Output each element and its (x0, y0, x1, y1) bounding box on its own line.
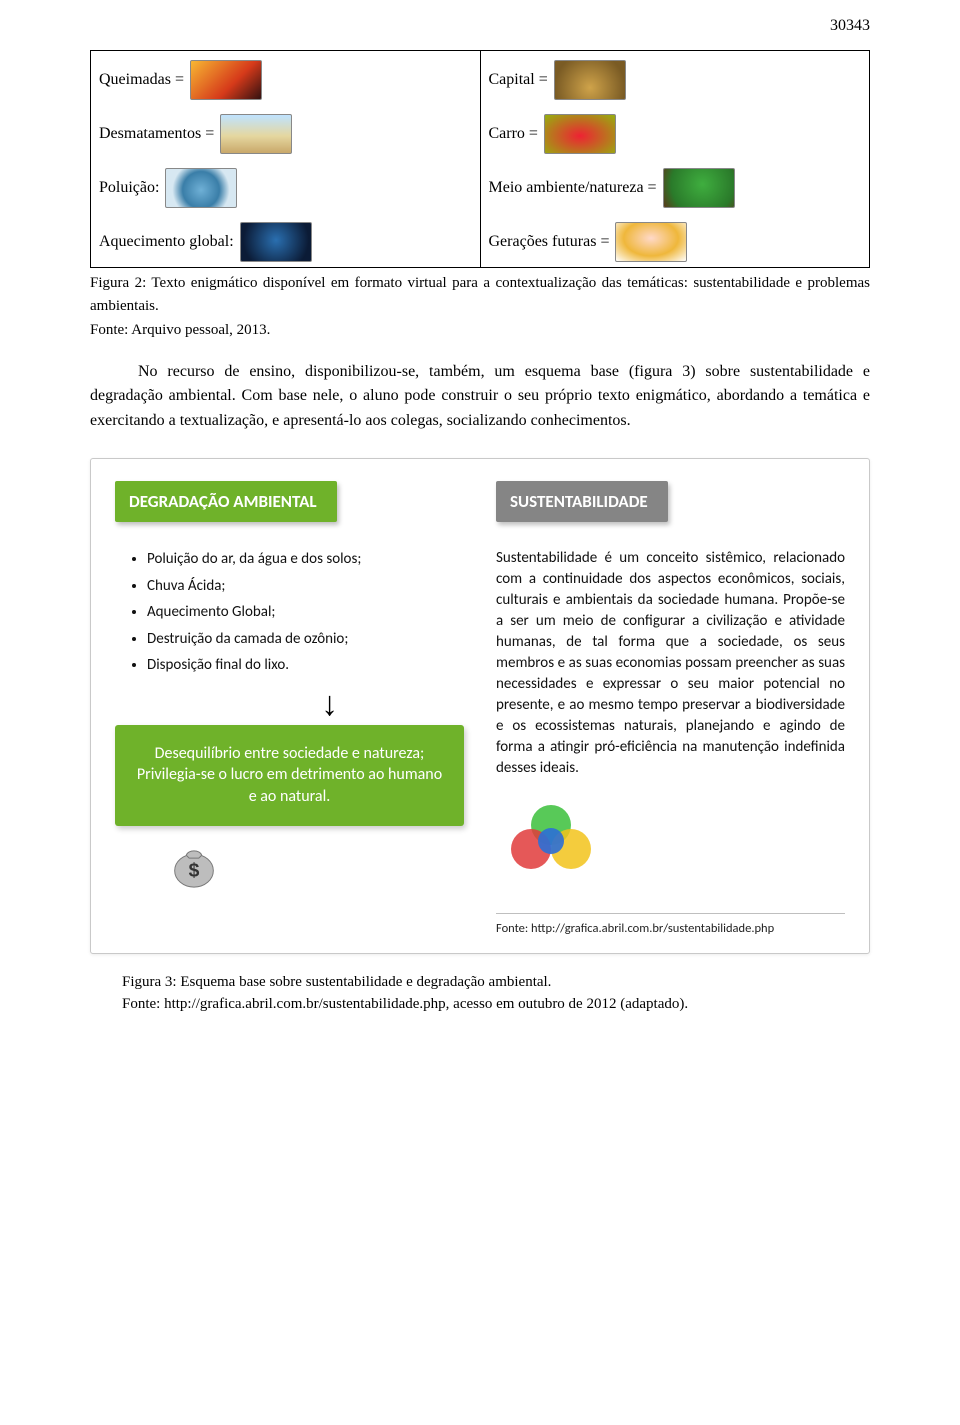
icon-table-thumb (663, 168, 735, 208)
icon-table-thumb (544, 114, 616, 154)
diagram-bullet: Chuva Ácida; (147, 575, 464, 598)
diagram-inner-source: Fonte: http://grafica.abril.com.br/suste… (496, 913, 845, 939)
icon-table-left-cell: Queimadas = Desmatamentos = Poluição: Aquec… (91, 51, 481, 268)
diagram-right-header: SUSTENTABILIDADE (496, 481, 668, 523)
diagram-left: DEGRADAÇÃO AMBIENTAL Poluição do ar, da … (115, 481, 464, 898)
icon-table-row: Desmatamentos = (91, 105, 480, 159)
page-root: 30343 Queimadas = Desmatamentos = Poluição… (0, 0, 960, 1056)
icon-table-row: Aquecimento global: (91, 213, 480, 267)
body-paragraph: No recurso de ensino, disponibilizou-se,… (90, 360, 870, 434)
petal-diagram-icon (496, 797, 606, 887)
diagram-left-box: Desequilíbrio entre sociedade e natureza… (115, 725, 464, 826)
icon-table-row: Meio ambiente/natureza = (481, 159, 870, 213)
figure3-caption-text: Figura 3: Esquema base sobre sustentabil… (122, 974, 551, 990)
icon-table-thumb (165, 168, 237, 208)
diagram-left-bullets: Poluição do ar, da água e dos solos; Chuv… (147, 548, 464, 677)
diagram-bullet: Poluição do ar, da água e dos solos; (147, 548, 464, 571)
money-bag-icon: $ (165, 832, 223, 890)
icon-table-label: Desmatamentos = (99, 122, 214, 146)
icon-table-row: Capital = (481, 51, 870, 105)
icon-table-row: Carro = (481, 105, 870, 159)
icon-table-label: Queimadas = (99, 68, 184, 92)
diagram-right: SUSTENTABILIDADE Sustentabilidade é um c… (496, 481, 845, 939)
icon-table-label: Meio ambiente/natureza = (489, 176, 657, 200)
diagram: DEGRADAÇÃO AMBIENTAL Poluição do ar, da … (90, 458, 870, 954)
diagram-bullet: Destruição da camada de ozônio; (147, 628, 464, 651)
svg-text:$: $ (189, 860, 200, 881)
icon-table-thumb (220, 114, 292, 154)
icon-table-label: Gerações futuras = (489, 230, 610, 254)
arrow-down-icon: ↓ (195, 687, 464, 721)
diagram-bullet: Aquecimento Global; (147, 601, 464, 624)
icon-table-label: Poluição: (99, 176, 159, 200)
icon-table-row: Poluição: (91, 159, 480, 213)
icon-table-right-cell: Capital = Carro = Meio ambiente/natureza =… (480, 51, 870, 268)
icon-table-row: Queimadas = (91, 51, 480, 105)
figure2-source: Fonte: Arquivo pessoal, 2013. (90, 319, 870, 342)
icon-table-label: Capital = (489, 68, 548, 92)
icon-table: Queimadas = Desmatamentos = Poluição: Aquec… (90, 50, 870, 268)
icon-table-label: Carro = (489, 122, 538, 146)
icon-table-thumb (240, 222, 312, 262)
icon-table-label: Aquecimento global: (99, 230, 234, 254)
diagram-left-header: DEGRADAÇÃO AMBIENTAL (115, 481, 337, 523)
figure3-caption: Figura 3: Esquema base sobre sustentabil… (90, 972, 870, 1016)
figure2-caption: Figura 2: Texto enigmático disponível em… (90, 272, 870, 317)
icon-table-thumb (615, 222, 687, 262)
icon-table-thumb (190, 60, 262, 100)
diagram-bullet: Disposição final do lixo. (147, 654, 464, 677)
diagram-right-definition: Sustentabilidade é um conceito sistêmico… (496, 548, 845, 779)
icon-table-thumb (554, 60, 626, 100)
icon-table-row: Gerações futuras = (481, 213, 870, 267)
page-number: 30343 (90, 14, 870, 38)
figure3-source: Fonte: http://grafica.abril.com.br/suste… (122, 996, 688, 1012)
